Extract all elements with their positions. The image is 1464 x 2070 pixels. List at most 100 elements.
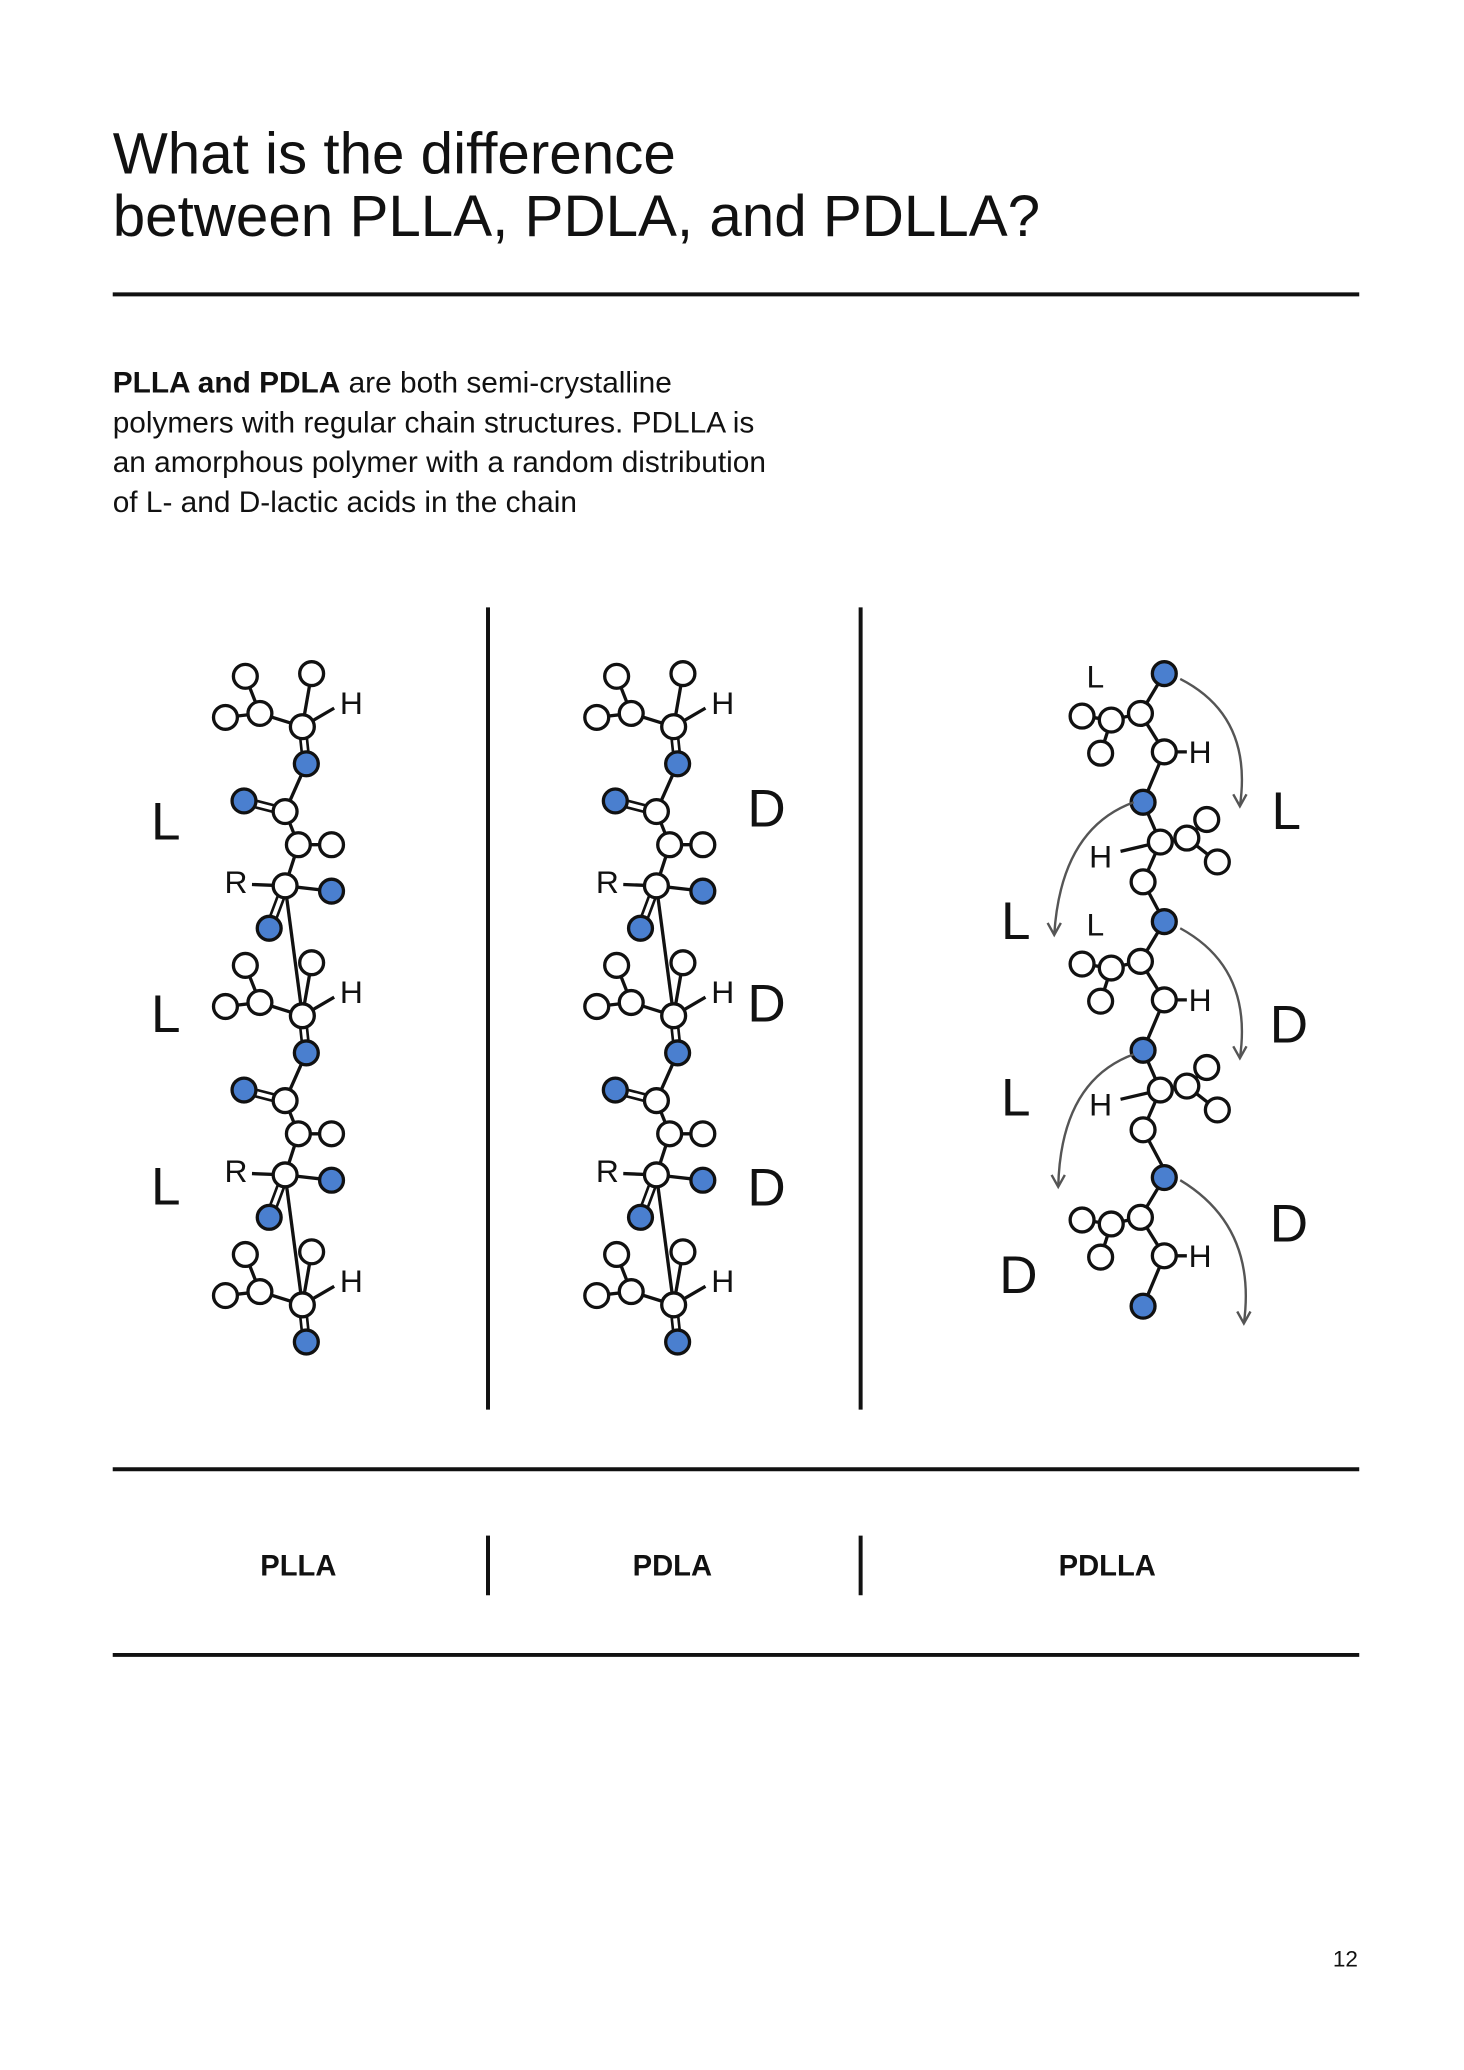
atom bbox=[1129, 1116, 1157, 1144]
atom bbox=[642, 797, 671, 826]
arrow-head bbox=[1232, 1045, 1248, 1061]
stereo-label: D bbox=[747, 779, 785, 838]
atom bbox=[1087, 739, 1115, 767]
page-number: 12 bbox=[1333, 1947, 1358, 1972]
atom-label: L bbox=[1086, 906, 1104, 942]
atom bbox=[1173, 1072, 1201, 1100]
atom bbox=[664, 1328, 692, 1356]
atom bbox=[1150, 1242, 1178, 1270]
atom bbox=[284, 1120, 312, 1148]
atom-label: H bbox=[711, 1263, 734, 1299]
atom bbox=[231, 951, 259, 979]
bond bbox=[283, 1174, 304, 1306]
atom bbox=[617, 988, 645, 1017]
bond bbox=[283, 885, 304, 1016]
atom bbox=[689, 831, 717, 859]
atom bbox=[298, 660, 326, 688]
intro-line: an amorphous polymer with a random distr… bbox=[113, 446, 766, 479]
atom bbox=[1150, 1163, 1178, 1192]
atom bbox=[1146, 828, 1174, 856]
arrow bbox=[1179, 927, 1244, 1059]
caption: PLLA bbox=[260, 1550, 336, 1582]
atom bbox=[603, 951, 631, 979]
stereo-label: D bbox=[1270, 996, 1308, 1055]
stereo-label: L bbox=[151, 985, 181, 1044]
atom-label: H bbox=[340, 974, 363, 1010]
caption: PDLA bbox=[633, 1550, 712, 1582]
stereo-label: L bbox=[151, 793, 181, 852]
intro-line: polymers with regular chain structures. … bbox=[113, 406, 755, 439]
atom bbox=[656, 831, 684, 859]
atom bbox=[617, 699, 645, 728]
atom bbox=[271, 872, 299, 900]
atom bbox=[1068, 702, 1096, 730]
atom-label: H bbox=[1089, 1087, 1112, 1123]
atom bbox=[1068, 950, 1096, 978]
atom bbox=[255, 1203, 283, 1231]
stereo-label: L bbox=[1272, 782, 1302, 841]
arrow bbox=[1179, 1179, 1248, 1324]
atom bbox=[583, 1281, 611, 1310]
stereo-label: D bbox=[999, 1246, 1037, 1305]
atom-label: L bbox=[1086, 658, 1104, 694]
atom bbox=[664, 1039, 692, 1067]
atom bbox=[601, 787, 629, 815]
atom bbox=[230, 787, 258, 815]
atom bbox=[669, 660, 697, 688]
atom bbox=[1126, 699, 1155, 728]
atom bbox=[271, 797, 299, 826]
atom bbox=[617, 1278, 645, 1306]
intro-line: of L- and D-lactic acids in the chain bbox=[113, 486, 577, 519]
stereo-label: L bbox=[151, 1157, 181, 1216]
atom bbox=[246, 1278, 274, 1306]
atom-label: R bbox=[225, 864, 248, 900]
atom bbox=[1097, 706, 1125, 734]
atom bbox=[1146, 1076, 1174, 1104]
arrow-head bbox=[1236, 1310, 1252, 1326]
arrow bbox=[1057, 1053, 1135, 1187]
atom bbox=[583, 992, 611, 1021]
atom bbox=[1097, 954, 1125, 982]
arrow bbox=[1179, 677, 1244, 807]
atom bbox=[1150, 738, 1178, 766]
atom-label: H bbox=[1089, 839, 1112, 875]
atom-label: H bbox=[1189, 1238, 1212, 1274]
stereo-label: L bbox=[1001, 1068, 1031, 1127]
atom bbox=[1068, 1206, 1096, 1234]
bond bbox=[654, 885, 676, 1016]
atom bbox=[660, 1291, 688, 1319]
atom bbox=[1129, 868, 1157, 896]
atom bbox=[231, 1240, 259, 1269]
atom bbox=[292, 1328, 320, 1356]
arrow-head bbox=[1046, 922, 1062, 938]
stereo-label: L bbox=[1001, 892, 1031, 951]
atom-label: R bbox=[596, 1153, 619, 1189]
caption: PDLLA bbox=[1059, 1550, 1156, 1582]
atom bbox=[1203, 848, 1231, 876]
stereo-label: D bbox=[1270, 1194, 1308, 1253]
atom bbox=[1129, 788, 1157, 816]
atom bbox=[288, 1002, 316, 1030]
atom bbox=[255, 914, 283, 942]
atom bbox=[603, 662, 631, 690]
atom bbox=[669, 949, 697, 977]
atom bbox=[656, 1120, 684, 1148]
atom bbox=[1203, 1096, 1231, 1124]
atom bbox=[271, 1087, 299, 1115]
atom bbox=[246, 988, 274, 1017]
stereo-label: D bbox=[747, 974, 785, 1033]
atom bbox=[292, 1039, 320, 1067]
atom bbox=[292, 750, 320, 778]
atom bbox=[664, 750, 692, 778]
atom bbox=[298, 1238, 326, 1266]
atom bbox=[1150, 908, 1178, 936]
atom bbox=[626, 914, 655, 942]
atom-label: H bbox=[340, 685, 363, 721]
atom bbox=[246, 699, 274, 728]
arrow-head bbox=[1232, 793, 1248, 809]
atom bbox=[298, 949, 326, 977]
atom bbox=[689, 877, 717, 905]
intro-line: PLLA and PDLA are both semi-crystalline bbox=[113, 367, 672, 400]
